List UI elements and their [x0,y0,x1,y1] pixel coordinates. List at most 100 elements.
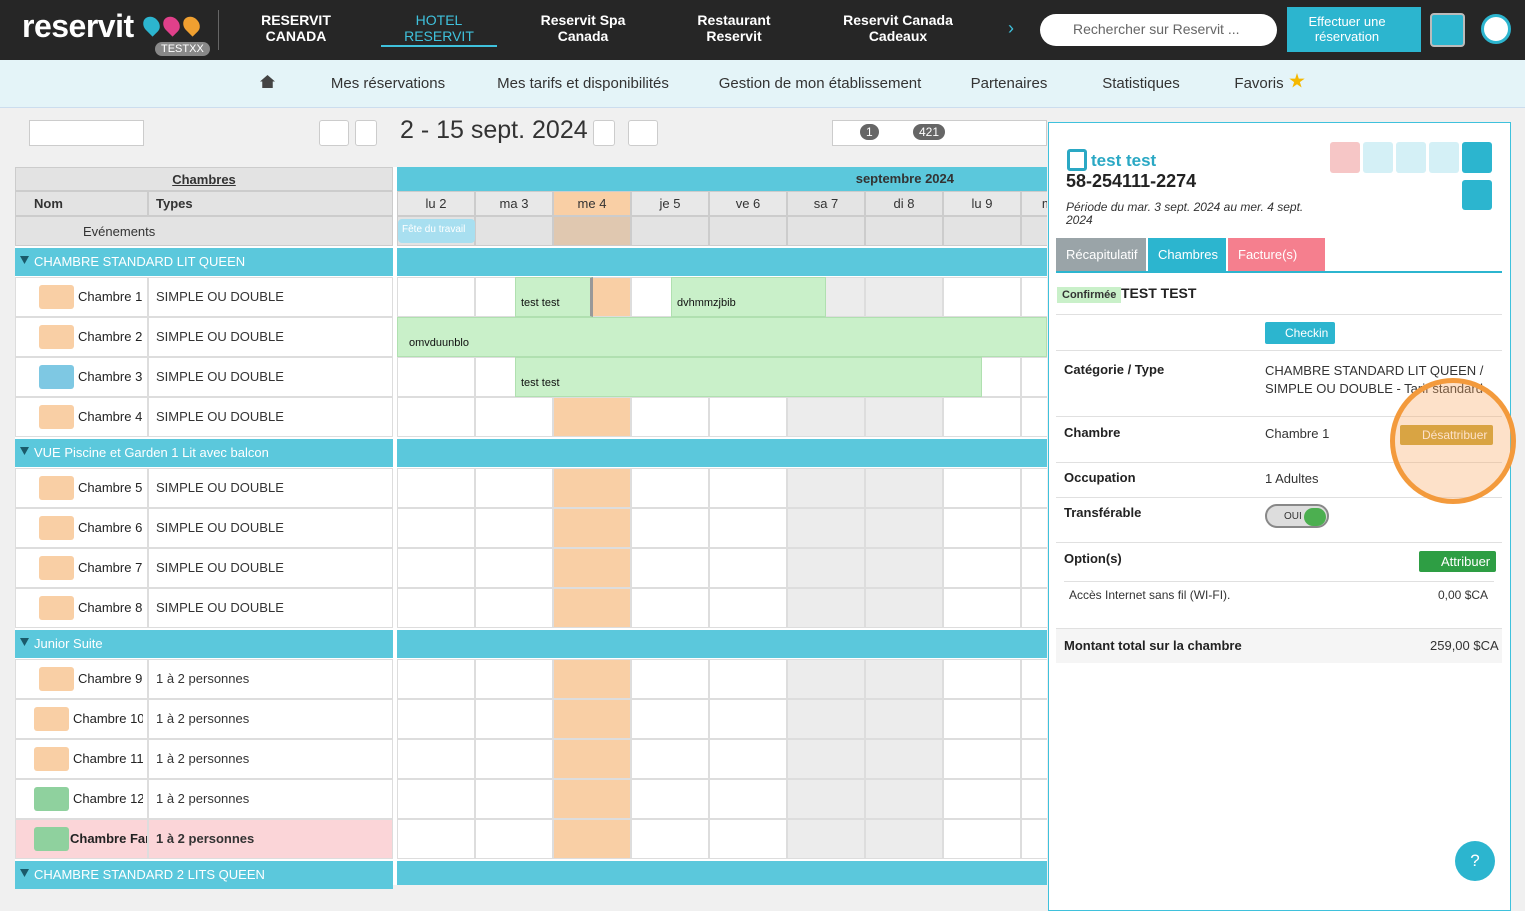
day-cell[interactable] [865,277,943,317]
day-cell[interactable] [631,468,709,508]
day-cell[interactable] [397,277,475,317]
room-status-button[interactable] [39,405,74,429]
day-cell[interactable] [631,699,709,739]
day-cell[interactable] [397,548,475,588]
tool-group[interactable] [29,120,144,146]
action-button[interactable] [1396,142,1426,173]
group-toggle[interactable] [20,447,29,455]
day-cell[interactable] [397,468,475,508]
day-cell[interactable] [709,779,787,819]
day-cell[interactable] [787,548,865,588]
day-cell[interactable] [631,659,709,699]
day-cell[interactable] [709,699,787,739]
room-status-button[interactable] [34,707,69,731]
day-cell[interactable] [709,548,787,588]
booking[interactable]: test test [515,277,593,317]
day-cell[interactable] [787,468,865,508]
room-status-button[interactable] [39,325,74,349]
day-cell[interactable] [943,779,1021,819]
subnav-item[interactable]: Mes réservations [330,75,446,92]
day-cell[interactable] [631,397,709,437]
day-cell[interactable] [943,397,1021,437]
booking[interactable]: test test [515,357,982,397]
group-toggle[interactable] [20,256,29,264]
day-cell[interactable] [709,468,787,508]
day-cell[interactable] [709,508,787,548]
day-cell[interactable] [553,659,631,699]
day-cell[interactable] [865,659,943,699]
search-box[interactable]: Rechercher sur Reservit ... [1040,14,1277,46]
subnav-item[interactable]: Statistiques [1102,75,1180,92]
day-cell[interactable] [1021,357,1047,397]
action-button[interactable] [1330,142,1360,173]
day-cell[interactable] [787,779,865,819]
room-status-button[interactable] [34,787,69,811]
day-cell[interactable] [943,739,1021,779]
day-cell[interactable] [397,508,475,548]
help-button[interactable]: ? [1455,841,1495,881]
day-cell[interactable] [475,699,553,739]
day-cell[interactable] [631,819,709,859]
day-cell[interactable] [943,508,1021,548]
day-cell[interactable] [397,397,475,437]
day-cell[interactable] [865,819,943,859]
checkin-button[interactable]: Checkin [1265,322,1336,344]
day-cell[interactable] [631,779,709,819]
day-cell[interactable] [475,588,553,628]
day-cell[interactable] [397,699,475,739]
edit-button[interactable] [1462,180,1492,210]
day-cell[interactable] [787,659,865,699]
day-cell[interactable] [553,739,631,779]
day-cell[interactable] [397,779,475,819]
day-cell[interactable] [553,548,631,588]
room-status-button[interactable] [39,365,74,389]
subnav-item[interactable]: Gestion de mon établissement [718,75,922,92]
day-cell[interactable] [553,819,631,859]
day-cell[interactable] [475,548,553,588]
day-cell[interactable] [1021,699,1047,739]
nav-item[interactable]: HOTEL RESERVIT [381,12,497,47]
day-cell[interactable] [631,588,709,628]
day-cell[interactable] [553,508,631,548]
subnav-item[interactable]: Partenaires [970,75,1048,92]
day-cell[interactable] [1021,468,1047,508]
day-cell[interactable] [865,397,943,437]
bell-button[interactable] [1430,13,1465,47]
booking[interactable]: dvhmmzjbib [671,277,826,317]
day-cell[interactable] [787,699,865,739]
day-cell[interactable] [943,277,1021,317]
day-cell[interactable] [1021,779,1047,819]
day-cell[interactable] [865,548,943,588]
day-cell[interactable] [553,588,631,628]
nav-button[interactable] [593,120,615,146]
subnav-item[interactable]: Favoris [1234,75,1284,92]
avatar[interactable] [1481,14,1511,44]
nav-button[interactable] [628,120,658,146]
day-cell[interactable] [943,548,1021,588]
day-cell[interactable] [787,739,865,779]
day-cell[interactable] [943,659,1021,699]
day-cell[interactable] [1021,659,1047,699]
day-cell[interactable] [475,468,553,508]
nav-button[interactable] [355,120,377,146]
room-status-button[interactable] [39,556,74,580]
day-cell[interactable] [397,588,475,628]
day-cell[interactable] [553,699,631,739]
day-cell[interactable] [631,508,709,548]
day-cell[interactable] [475,659,553,699]
assign-button[interactable]: Attribuer [1419,551,1497,572]
room-status-button[interactable] [34,747,69,771]
nav-item[interactable]: Restaurant Reservit [697,12,771,44]
room-status-button[interactable] [39,285,74,309]
nav-next[interactable]: › [1008,18,1014,38]
day-cell[interactable] [631,739,709,779]
nav-item[interactable]: Reservit Spa Canada [540,12,626,44]
day-cell[interactable] [1021,588,1047,628]
tab[interactable]: Chambres [1148,238,1226,272]
tab[interactable]: Récapitulatif [1056,238,1146,272]
day-cell[interactable] [553,779,631,819]
day-cell[interactable] [787,819,865,859]
day-cell[interactable] [709,819,787,859]
subnav-item[interactable]: Mes tarifs et disponibilités [497,75,669,92]
day-cell[interactable] [865,508,943,548]
